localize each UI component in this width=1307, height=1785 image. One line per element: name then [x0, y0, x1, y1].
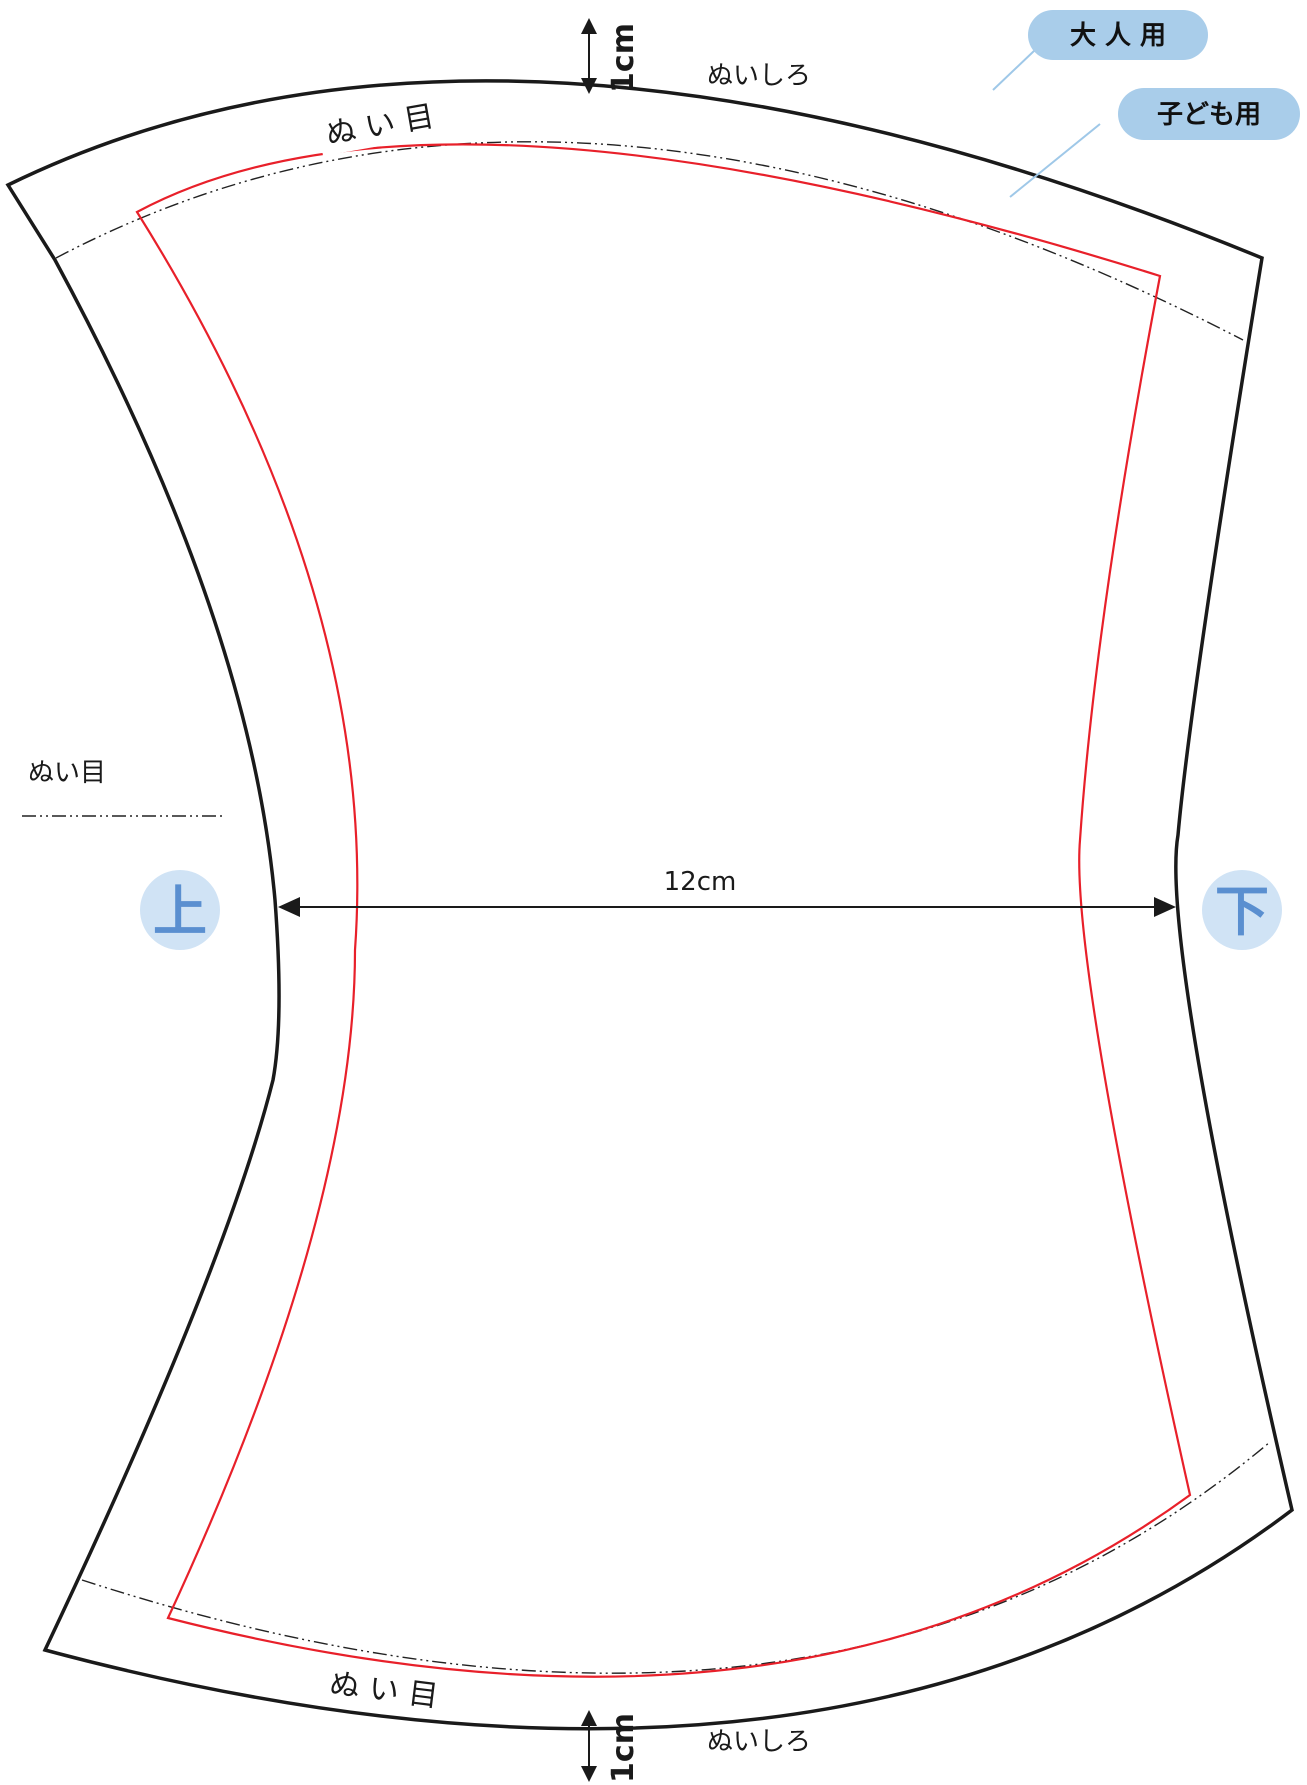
- legend-seam-line-label: ぬい目: [28, 758, 106, 788]
- marker-top-side: 上: [140, 870, 220, 950]
- width-measure-label: 12cm: [664, 867, 737, 897]
- width-measure: 12cm: [278, 867, 1176, 917]
- adult-seam-line-top: [55, 141, 1244, 341]
- marker-top-side-char: 上: [153, 880, 207, 943]
- marker-bottom-side-char: 下: [1215, 880, 1269, 943]
- child-badge-leader: [1009, 123, 1101, 198]
- child-seam-line: [135, 143, 1192, 1678]
- seam-line-label-bottom-bg: [319, 1658, 449, 1720]
- seam-allowance-label-bottom: ぬいしろ: [707, 1727, 811, 1757]
- adult-badge: 大 人 用: [992, 10, 1208, 91]
- allowance-top-measure-label: 1cm: [606, 23, 641, 93]
- seam-allowance-label-top: ぬいしろ: [707, 61, 811, 91]
- adult-badge-label: 大 人 用: [1070, 21, 1166, 51]
- adult-outline: [5, 79, 1294, 1731]
- marker-bottom-side: 下: [1202, 870, 1282, 950]
- child-badge-label: 子ども用: [1157, 100, 1261, 130]
- allowance-top-measure: 1cm: [581, 18, 641, 94]
- adult-seam-line-bottom: [81, 1441, 1271, 1674]
- adult-badge-leader: [992, 49, 1036, 91]
- seam-line-label-top-bg: [314, 87, 442, 157]
- allowance-bottom-measure: 1cm: [581, 1710, 641, 1783]
- child-badge: 子ども用: [1009, 88, 1300, 198]
- allowance-bottom-measure-label: 1cm: [606, 1713, 641, 1783]
